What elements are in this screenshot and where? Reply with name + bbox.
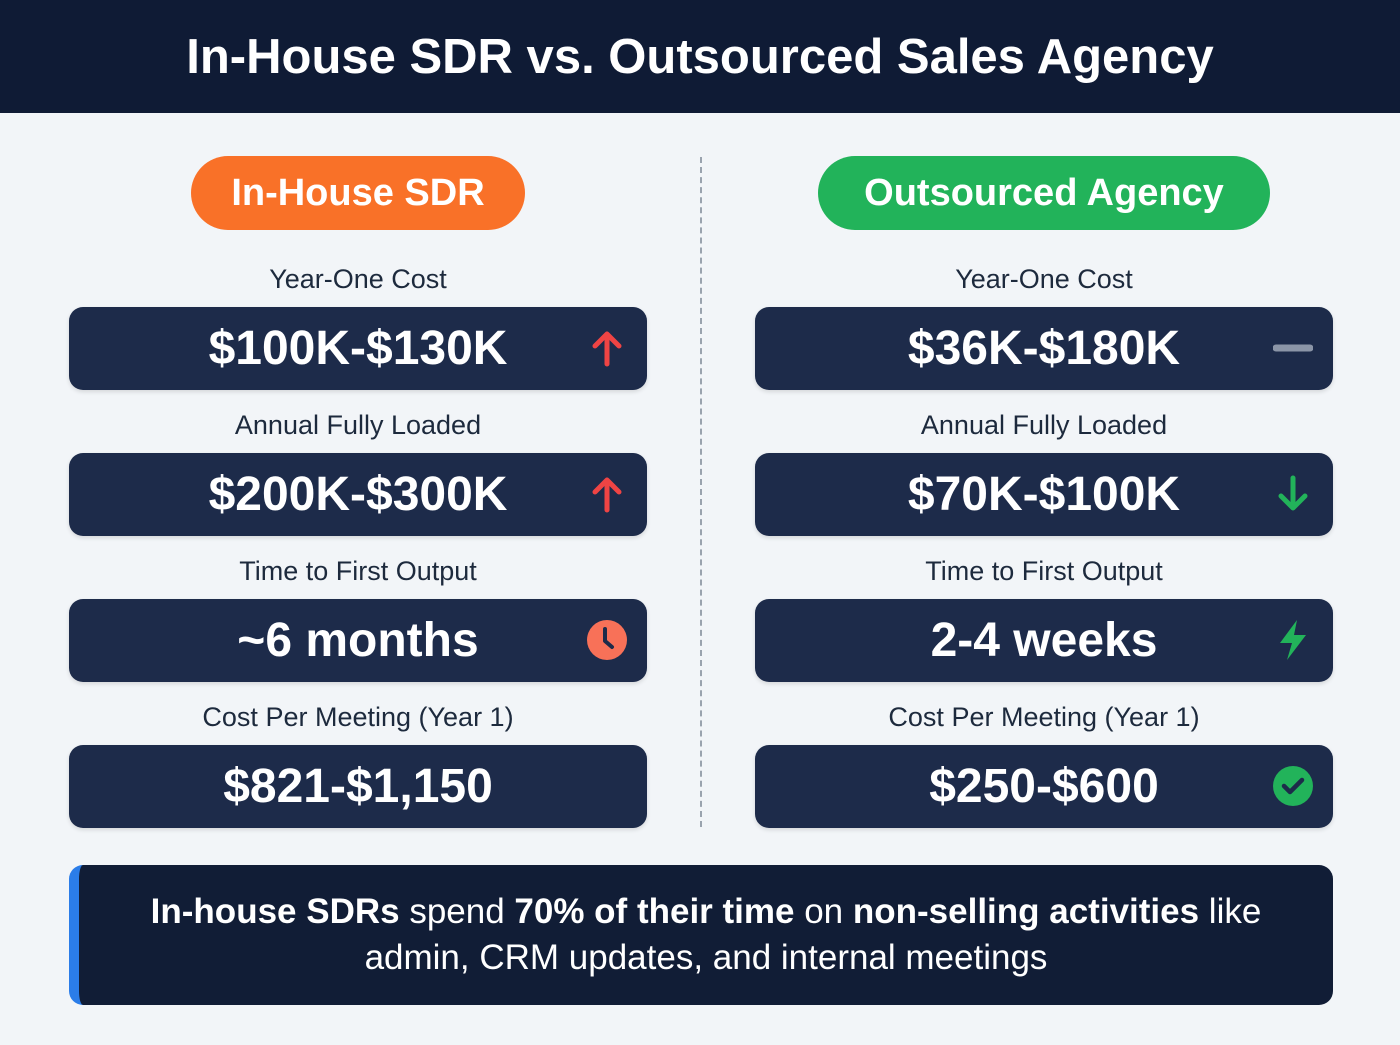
header-banner: In-House SDR vs. Outsourced Sales Agency (0, 0, 1400, 113)
lightning-icon (1273, 620, 1313, 660)
metric-value: $821-$1,150 (223, 760, 493, 813)
clock-icon (587, 620, 627, 660)
metric-box: $100K-$130K (69, 307, 647, 390)
dash-icon (1273, 328, 1313, 368)
insight-callout: In-house SDRs spend 70% of their time on… (69, 865, 1333, 1005)
metric-box: $70K-$100K (755, 453, 1333, 536)
arrow-down-icon (1273, 474, 1313, 514)
metric-label: Year-One Cost (955, 264, 1133, 294)
metric-label: Cost Per Meeting (Year 1) (888, 702, 1200, 732)
metric-box: $821-$1,150 (69, 745, 647, 828)
callout-subject: In-house SDRs (150, 892, 400, 931)
metric-value: ~6 months (237, 614, 479, 667)
outsourced-pill: Outsourced Agency (818, 156, 1270, 230)
metric-label: Time to First Output (925, 556, 1163, 586)
callout-text: In-house SDRs spend 70% of their time on… (150, 892, 1262, 977)
metric-value: $250-$600 (929, 760, 1159, 813)
metric-box: ~6 months (69, 599, 647, 682)
arrow-up-icon (587, 474, 627, 514)
metric-box: $250-$600 (755, 745, 1333, 828)
callout-stat: 70% of their time (514, 892, 795, 931)
in-house-pill: In-House SDR (191, 156, 525, 230)
metric-label: Annual Fully Loaded (234, 410, 482, 440)
column-divider (700, 157, 702, 827)
metric-label: Cost Per Meeting (Year 1) (202, 702, 514, 732)
metric-box: 2-4 weeks (755, 599, 1333, 682)
metric-value: $200K-$300K (208, 468, 508, 521)
metric-label: Annual Fully Loaded (920, 410, 1168, 440)
check-circle-icon (1273, 766, 1313, 806)
arrow-up-icon (587, 328, 627, 368)
metric-label: Time to First Output (239, 556, 477, 586)
metric-box: $36K-$180K (755, 307, 1333, 390)
callout-emphasis: non-selling activities (852, 892, 1200, 931)
metric-value: $100K-$130K (208, 322, 508, 375)
metric-value: $36K-$180K (907, 322, 1181, 375)
metric-label: Year-One Cost (269, 264, 447, 294)
metric-value: 2-4 weeks (930, 614, 1158, 667)
metric-value: $70K-$100K (907, 468, 1181, 521)
page-title: In-House SDR vs. Outsourced Sales Agency (186, 29, 1214, 84)
metric-box: $200K-$300K (69, 453, 647, 536)
